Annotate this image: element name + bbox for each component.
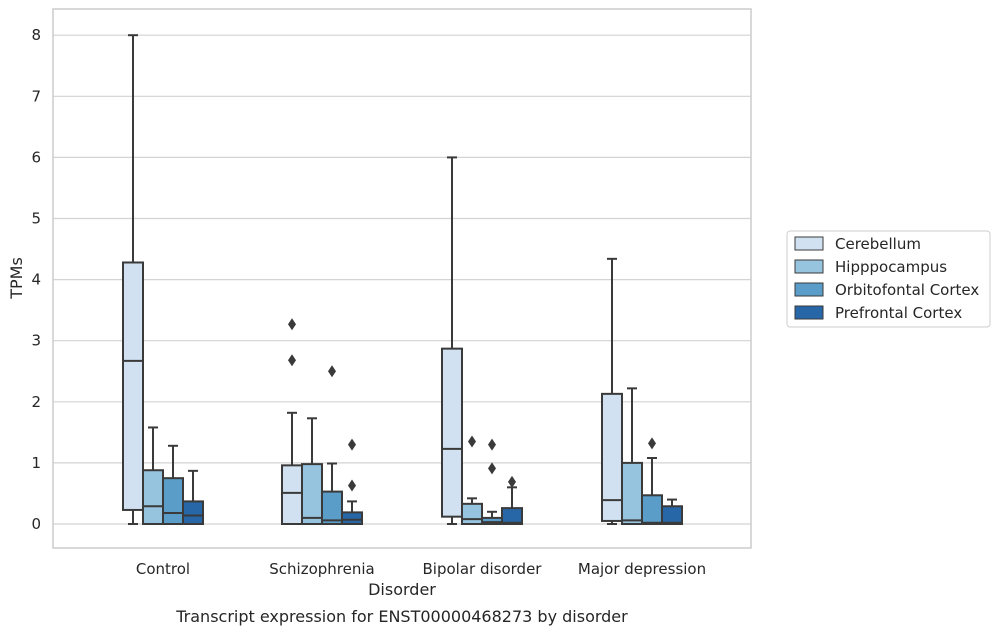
x-tick-label: Control [136,560,190,578]
y-tick-label: 8 [31,26,41,44]
box-orbitofontal-cortex [162,444,184,525]
box-cerebellum [122,34,144,525]
x-axis-label: Disorder [368,580,436,599]
box-body [601,392,623,522]
outlier-point [488,438,496,451]
box-orbitofontal-cortex [641,437,663,525]
box-body [621,461,643,525]
outlier-point [328,365,336,378]
box-body [501,507,523,526]
y-tick-label: 6 [31,148,41,166]
box-hipppocampus [142,426,164,525]
y-axis-label: TPMs [7,257,26,300]
outlier-point [288,318,296,331]
box-cerebellum [441,156,463,525]
legend-swatch [794,305,824,320]
legend-label: Cerebellum [835,235,921,253]
box-body [321,490,343,526]
plot-frame [52,8,752,549]
box-prefrontal-cortex [661,498,683,526]
y-tick-label: 7 [31,87,41,105]
box-prefrontal-cortex [501,475,523,526]
box-body [341,511,363,525]
outlier-point [348,438,356,451]
y-tick-labels: 0 1 2 3 4 5 6 7 8 [31,26,41,533]
box-hipppocampus [621,387,643,525]
box-body [122,261,144,511]
box-body [461,502,483,526]
legend-label: Hipppocampus [835,258,947,276]
box-body [641,494,663,525]
outlier-point [468,435,476,448]
box-body [162,477,184,525]
box-cerebellum [281,318,303,525]
box-groups [122,34,683,526]
box-orbitofontal-cortex [321,365,343,526]
outlier-point [648,437,656,450]
y-tick-label: 1 [31,454,41,472]
box-body [182,500,204,526]
box-body [441,347,463,518]
outlier-point [488,462,496,475]
y-tick-label: 2 [31,393,41,411]
y-tick-label: 3 [31,332,41,350]
grid-lines [53,34,751,525]
box-prefrontal-cortex [182,469,204,526]
box-prefrontal-cortex [341,438,363,525]
legend-label: Prefrontal Cortex [835,304,962,322]
outlier-point [288,354,296,367]
legend: Cerebellum Hipppocampus Orbitofontal Corte… [786,230,991,328]
x-tick-labels: Control Schizophrenia Bipolar disorder Majo… [136,560,706,578]
box-hipppocampus [461,435,483,526]
y-tick-label: 5 [31,210,41,228]
outlier-point [508,475,516,488]
box-body [142,469,164,525]
legend-swatch [794,236,824,251]
y-tick-label: 0 [31,515,41,533]
legend-swatch [794,259,824,274]
legend-swatch [794,282,824,297]
legend-frame [786,230,991,328]
x-tick-label: Major depression [578,560,706,578]
y-tick-label: 4 [31,271,41,289]
box-body [661,505,683,526]
legend-label: Orbitofontal Cortex [835,281,979,299]
box-body [281,464,303,525]
x-tick-label: Schizophrenia [269,560,374,578]
chart-title: Transcript expression for ENST0000046827… [175,607,628,626]
box-orbitofontal-cortex [481,438,503,526]
box-hipppocampus [301,417,323,526]
outlier-point [348,479,356,492]
x-tick-label: Bipolar disorder [423,560,543,578]
box-cerebellum [601,257,623,525]
box-body [301,463,323,526]
